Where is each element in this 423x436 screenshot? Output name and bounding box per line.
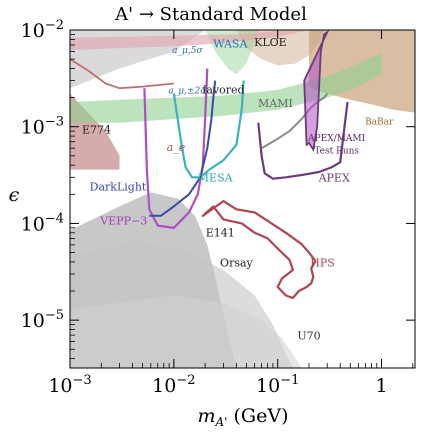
curve-darklight [149, 80, 217, 217]
label-hps: HPS [310, 256, 335, 269]
excluded-regions [70, 30, 415, 368]
label-wasa: WASA [213, 38, 248, 51]
label-a-e: a_e [167, 141, 186, 154]
y-axis-title: ϵ [9, 184, 20, 206]
y-tick-label: 10−2 [21, 18, 64, 42]
region-u70 [70, 295, 302, 368]
label-darklight: DarkLight [90, 180, 147, 193]
label-e774: E774 [82, 124, 111, 137]
plot-frame [69, 29, 416, 369]
label-u70: U70 [297, 330, 320, 343]
label-favored: favored [202, 84, 244, 97]
x-tick-label: 1 [375, 375, 387, 397]
label-a-5: a_μ,5σ [172, 46, 203, 56]
curve-mesa [172, 80, 245, 179]
label-mami: MAMI [258, 97, 293, 110]
label-vepp-3: VEPP−3 [99, 214, 147, 227]
x-tick-label: 10−3 [48, 373, 91, 397]
y-tick-label: 10−5 [21, 308, 64, 332]
band-a-5 [70, 30, 309, 51]
label-apex: APEX [318, 172, 350, 185]
x-tick-label: 10−1 [256, 373, 299, 397]
label-a-2: a_μ,±2σ [168, 87, 207, 97]
y-tick-label: 10−3 [21, 115, 64, 139]
x-axis-title: mA' (GeV) [197, 405, 288, 429]
curve-hps [201, 200, 317, 299]
label-e141: E141 [206, 227, 235, 240]
label-orsay: Orsay [220, 256, 253, 269]
y-tick-label: 10−4 [21, 211, 64, 235]
band-a-2-favored [70, 52, 382, 123]
curve-vepp-3 [143, 68, 209, 229]
label-kloe: KLOE [254, 36, 287, 49]
label-babar: BaBar [365, 118, 394, 128]
x-tick-label: 10−2 [152, 373, 195, 397]
chart-title: A' → Standard Model [114, 4, 307, 25]
label-apex-mami: APEX/MAMI [307, 134, 365, 144]
region-labels: E774 KLOE WASA BaBar MAMI APEX/MAMI Test Runs A… [82, 36, 394, 342]
label-mesa: MESA [198, 172, 234, 185]
projected-curves [69, 29, 349, 299]
curve-apex-mami-test-runs [303, 29, 330, 153]
axis-ticks: 10−3 10−2 10−1 1 10−5 10−4 10−3 10−2 [21, 18, 415, 397]
curve-apex [257, 101, 349, 180]
curve-a-e [69, 58, 174, 90]
label-test-runs: Test Runs [314, 146, 359, 156]
